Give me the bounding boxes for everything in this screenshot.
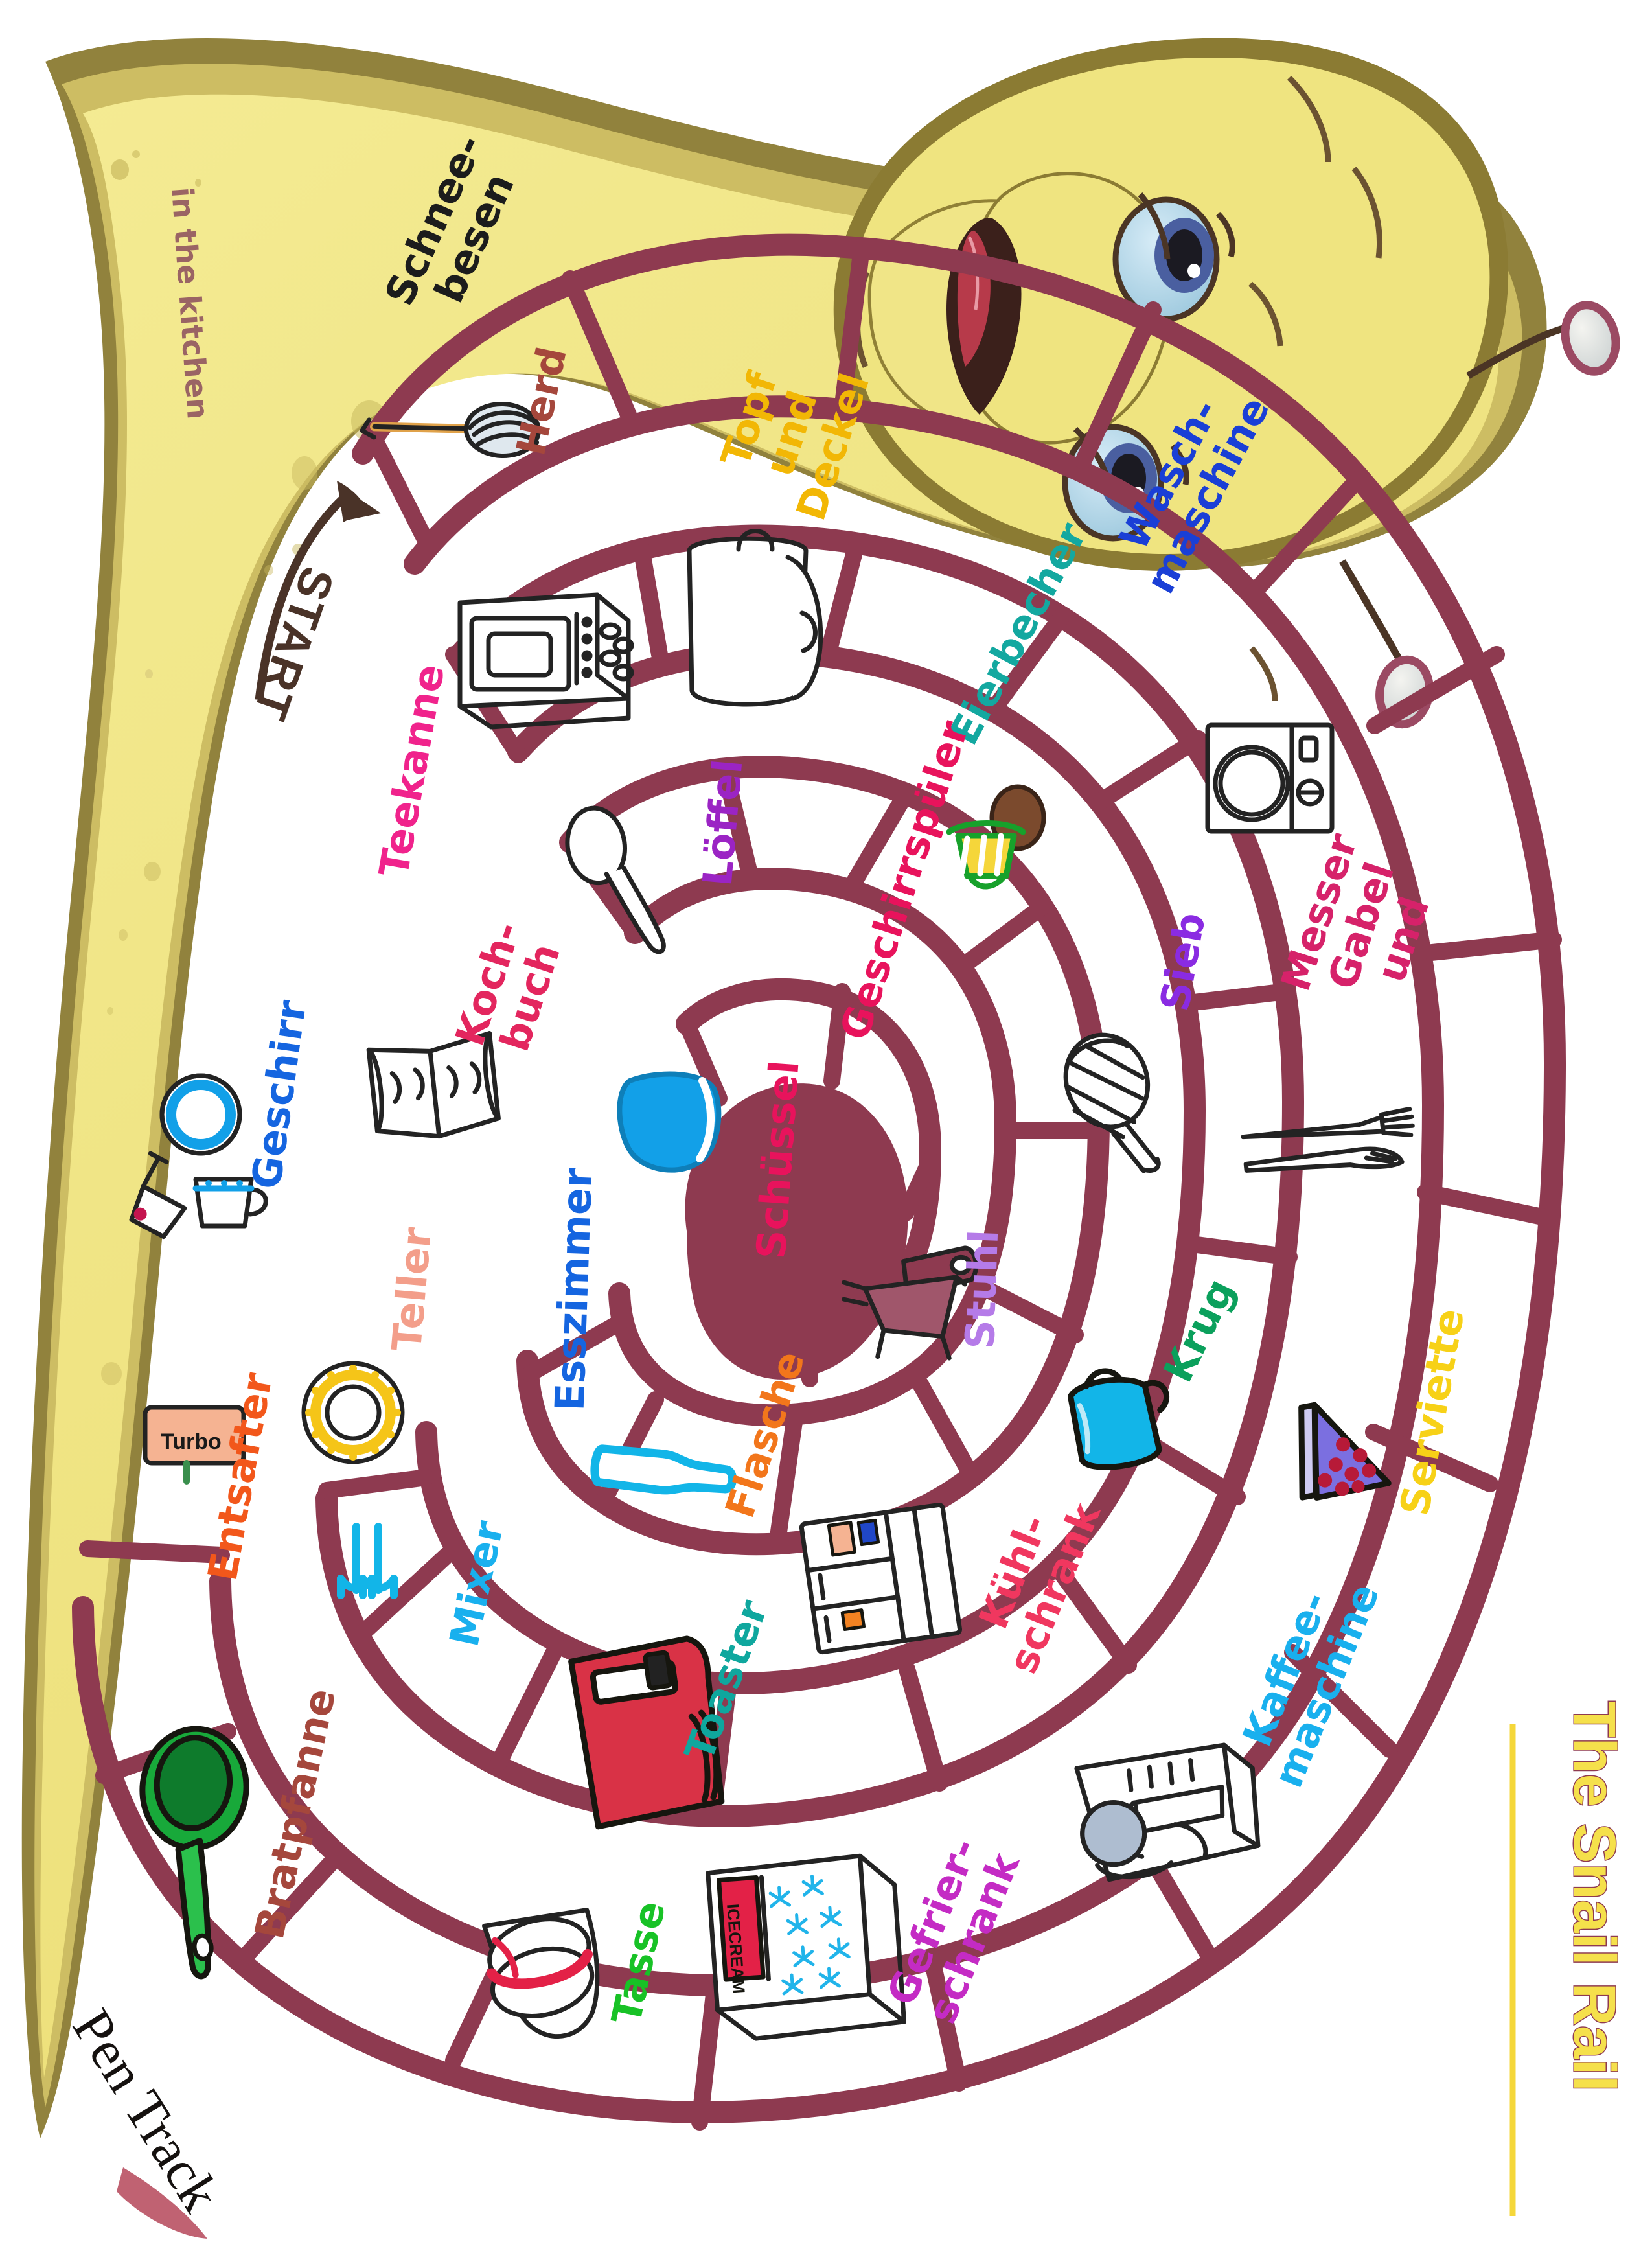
square-label: Mixer — [441, 1516, 513, 1650]
board-square-20[interactable]: Entsafter — [199, 1369, 282, 1584]
square-label: Gefrier-schrank — [877, 1829, 1029, 2030]
square-label: Kaffee-maschine — [1223, 1560, 1388, 1794]
chair-icon — [841, 1245, 978, 1361]
square-label: Krug — [1154, 1271, 1245, 1389]
square-label: Eierbecher — [940, 514, 1096, 752]
hand-mixer-icon — [337, 1523, 398, 1599]
plate-icon — [301, 1361, 405, 1464]
snail-eye-upper — [1112, 192, 1283, 347]
square-label: Sieb — [1151, 909, 1214, 1015]
board-square-15[interactable]: Krug — [1154, 1271, 1245, 1389]
toaster-icon — [568, 1635, 725, 1830]
board-square-9[interactable]: Löffel — [694, 757, 752, 888]
square-label: MesserGabelund — [1272, 827, 1451, 1024]
square-label: Toaster — [675, 1594, 777, 1767]
subtitle-text: in the kitchen — [165, 186, 216, 421]
board-square-25[interactable]: Gefrier-schrank — [877, 1829, 1029, 2030]
board-square-14[interactable]: Stuhl — [956, 1229, 1007, 1350]
fridge-icon — [799, 1502, 963, 1655]
board-square-19[interactable]: Teller — [383, 1225, 441, 1353]
bowl-icon — [617, 1071, 722, 1173]
square-label: Bratpfanne — [246, 1684, 345, 1943]
board-square-23[interactable]: Kühl-schrank — [958, 1479, 1110, 1680]
square-label: TopfundDeckel — [703, 340, 878, 526]
board-square-8[interactable]: Geschirrspüler — [831, 715, 978, 1045]
square-label: Teekanne — [370, 661, 453, 881]
board-square-7[interactable]: Sieb — [1151, 909, 1214, 1015]
crockery-icon — [129, 1073, 268, 1240]
square-label: Tasse — [602, 1897, 674, 2029]
board-square-27[interactable]: Bratpfanne — [246, 1684, 345, 1943]
start-marker: START — [243, 481, 381, 727]
frying-pan-icon — [139, 1726, 249, 1980]
square-label: Stuhl — [956, 1229, 1007, 1350]
board-square-24[interactable]: Kaffee-maschine — [1223, 1560, 1389, 1794]
spoon-icon — [565, 805, 666, 954]
egg-cup-icon — [946, 784, 1046, 890]
juicer-brand-text: Turbo — [161, 1429, 222, 1454]
board-square-2[interactable]: Herd — [507, 343, 576, 459]
board-square-13[interactable]: Schüssel — [747, 1059, 808, 1260]
jug-icon — [1067, 1368, 1170, 1470]
freezer-icon: ICECREAM — [706, 1853, 907, 2041]
square-label: Löffel — [694, 757, 752, 888]
square-label: Geschirr — [242, 997, 315, 1192]
board-square-21[interactable]: Mixer — [441, 1516, 513, 1650]
cookbook-icon — [366, 1031, 501, 1139]
whisk-icon — [360, 401, 541, 459]
coffee-machine-icon — [1074, 1742, 1261, 1882]
board-title-text: The Snail Rail — [1561, 1701, 1627, 2092]
board-square-4[interactable]: Wasch-maschine — [1097, 368, 1279, 601]
square-label: Wasch-maschine — [1097, 368, 1279, 601]
juicer-icon: Turbo — [143, 1405, 246, 1485]
square-label: Entsafter — [199, 1369, 282, 1584]
cup-icon — [482, 1908, 600, 2039]
square-label: Kühl-schrank — [958, 1479, 1110, 1680]
square-label: Serviette — [1391, 1305, 1474, 1519]
square-label: Herd — [507, 343, 576, 459]
cell-dividers — [79, 240, 1562, 2131]
board-square-5[interactable]: Eierbecher — [940, 514, 1096, 752]
sieve-icon — [1063, 1032, 1161, 1173]
square-label: Geschirrspüler — [831, 715, 978, 1045]
board-square-22[interactable]: Toaster — [675, 1594, 777, 1767]
board-square-6[interactable]: MesserGabelund — [1272, 827, 1451, 1024]
washing-machine-icon — [1205, 722, 1335, 834]
square-label: Teller — [383, 1225, 441, 1353]
bottle-icon — [590, 1444, 737, 1495]
board-square-11[interactable]: Geschirr — [242, 997, 315, 1192]
subtitle: in the kitchen — [165, 186, 216, 421]
square-label: Koch-buch — [446, 916, 572, 1065]
board-title: The Snail Rail — [1509, 1700, 1629, 2216]
board-square-10[interactable]: Teekanne — [370, 661, 453, 881]
board-square-17[interactable]: Esszimmer — [546, 1167, 602, 1412]
board-square-1[interactable]: Schnee-besen — [376, 128, 533, 330]
pot-lid-icon — [687, 529, 823, 707]
board-square-3[interactable]: TopfundDeckel — [703, 340, 879, 526]
square-label: Flasche — [716, 1345, 814, 1523]
square-label: Esszimmer — [546, 1167, 602, 1412]
stove-icon — [457, 592, 634, 730]
signature: Pen Track — [61, 1998, 233, 2239]
spiral-core — [685, 1083, 908, 1380]
square-label: Schnee-besen — [376, 128, 533, 330]
board-square-18[interactable]: Flasche — [716, 1345, 814, 1523]
snail-tentacle-upper — [1466, 301, 1620, 379]
board-square-26[interactable]: Tasse — [602, 1897, 674, 2029]
board-square-12[interactable]: Koch-buch — [446, 916, 572, 1065]
square-label: Schüssel — [747, 1059, 808, 1260]
board-square-16[interactable]: Serviette — [1391, 1305, 1474, 1519]
start-label: START — [243, 560, 343, 727]
napkin-icon — [1298, 1402, 1392, 1501]
knife-fork-icon — [1241, 1107, 1415, 1173]
